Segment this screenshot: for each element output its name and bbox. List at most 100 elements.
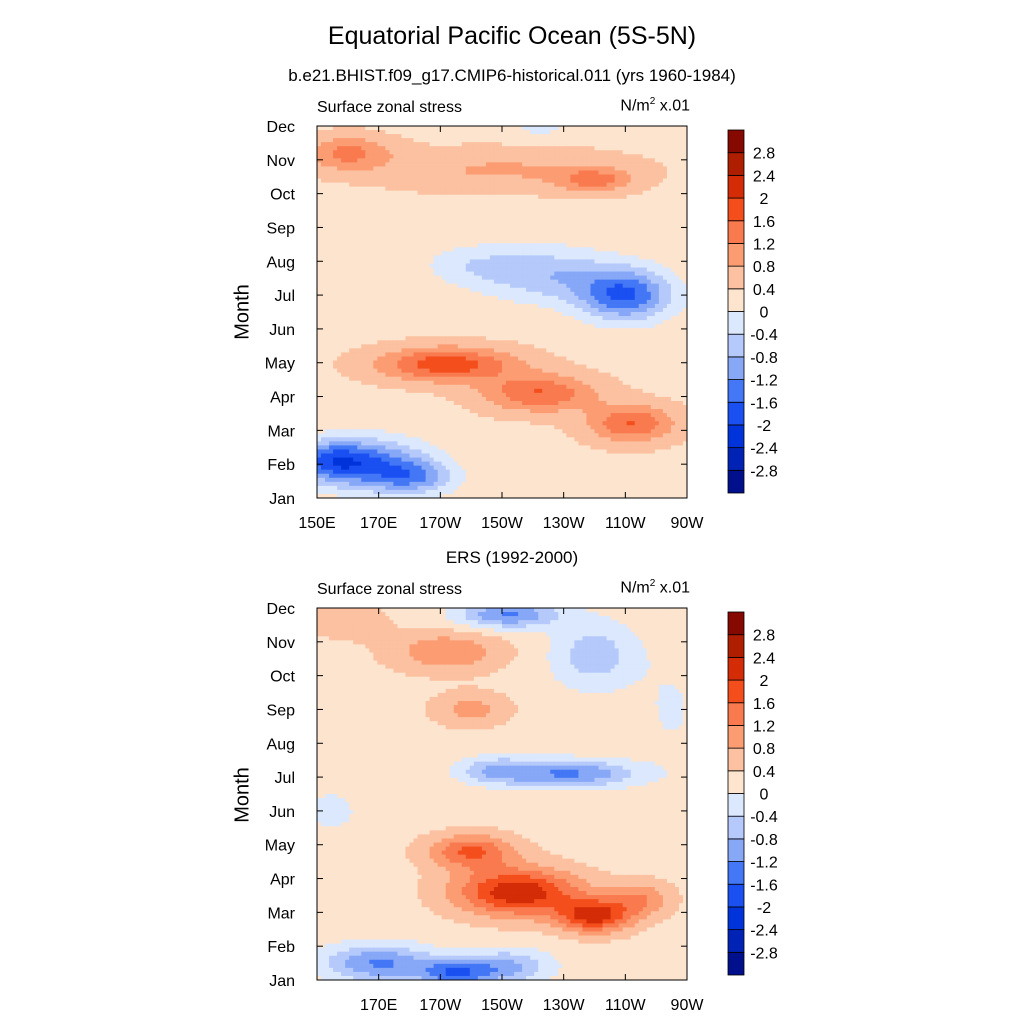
contour-cell xyxy=(361,344,366,349)
contour-cell xyxy=(425,247,431,252)
contour-cell xyxy=(333,328,338,333)
contour-cell xyxy=(353,134,358,139)
contour-cell xyxy=(469,235,475,240)
contour-cell xyxy=(586,166,592,172)
contour-cell xyxy=(558,214,563,220)
contour-cell xyxy=(630,336,636,341)
contour-cell xyxy=(654,126,660,131)
contour-cell xyxy=(678,267,684,273)
contour-cell xyxy=(349,316,354,321)
contour-cell xyxy=(341,312,346,317)
contour-cell xyxy=(526,247,531,252)
contour-cell xyxy=(614,174,620,180)
contour-cell xyxy=(638,291,644,297)
contour-cell xyxy=(530,126,535,131)
contour-cell xyxy=(602,202,608,208)
contour-cell xyxy=(333,271,338,277)
contour-cell xyxy=(578,320,584,325)
contour-cell xyxy=(429,194,435,200)
contour-cell xyxy=(341,190,346,196)
contour-cell xyxy=(345,178,350,184)
contour-cell xyxy=(542,279,547,285)
contour-cell xyxy=(670,134,676,139)
contour-cell xyxy=(662,299,668,305)
contour-cell xyxy=(397,247,403,252)
contour-cell xyxy=(538,307,543,313)
contour-cell xyxy=(461,219,467,224)
contour-cell xyxy=(590,134,596,139)
contour-cell xyxy=(489,279,495,285)
contour-cell xyxy=(381,162,386,168)
contour-cell xyxy=(409,194,415,200)
contour-cell xyxy=(465,198,471,204)
contour-cell xyxy=(626,190,632,196)
contour-cell xyxy=(325,158,330,163)
contour-cell xyxy=(481,182,487,188)
contour-cell xyxy=(341,247,346,252)
contour-cell xyxy=(602,328,608,333)
contour-cell xyxy=(642,158,648,163)
contour-cell xyxy=(409,198,415,204)
contour-cell xyxy=(590,231,596,236)
contour-cell xyxy=(345,150,350,155)
contour-cell xyxy=(437,316,443,321)
contour-cell xyxy=(469,154,475,159)
contour-cell xyxy=(469,194,475,200)
contour-cell xyxy=(457,328,463,333)
contour-cell xyxy=(634,194,640,200)
contour-cell xyxy=(381,138,386,143)
contour-cell xyxy=(477,206,483,212)
contour-cell xyxy=(650,303,656,309)
contour-cell xyxy=(337,174,342,180)
contour-cell xyxy=(502,210,507,216)
contour-cell xyxy=(558,328,563,333)
contour-cell xyxy=(329,146,334,151)
contour-cell xyxy=(401,198,407,204)
contour-cell xyxy=(437,243,443,248)
contour-cell xyxy=(574,206,580,212)
contour-cell xyxy=(526,219,531,224)
contour-cell xyxy=(385,267,390,273)
contour-cell xyxy=(429,324,435,329)
contour-cell xyxy=(578,255,584,261)
contour-cell xyxy=(477,182,483,188)
contour-cell xyxy=(353,194,358,200)
contour-cell xyxy=(530,130,535,135)
contour-cell xyxy=(618,316,624,321)
contour-cell xyxy=(497,267,503,273)
contour-cell xyxy=(429,247,435,252)
contour-cell xyxy=(682,146,687,151)
contour-cell xyxy=(634,190,640,196)
contour-cell xyxy=(570,142,575,147)
contour-cell xyxy=(429,138,435,143)
contour-cell xyxy=(373,312,378,317)
contour-cell xyxy=(654,316,660,321)
contour-cell xyxy=(626,271,632,277)
contour-cell xyxy=(397,198,403,204)
contour-cell xyxy=(425,332,431,337)
contour-cell xyxy=(610,307,616,313)
contour-cell xyxy=(445,336,451,341)
contour-cell xyxy=(449,178,455,184)
contour-cell xyxy=(461,198,467,204)
contour-cell xyxy=(417,316,423,321)
contour-cell xyxy=(682,328,687,333)
contour-cell xyxy=(570,202,575,208)
contour-cell xyxy=(670,332,676,337)
contour-cell xyxy=(441,227,447,232)
contour-cell xyxy=(377,336,382,341)
contour-cell xyxy=(437,219,443,224)
contour-cell xyxy=(429,299,435,305)
contour-cell xyxy=(678,202,684,208)
contour-cell xyxy=(542,340,547,345)
contour-cell xyxy=(373,299,378,305)
contour-cell xyxy=(353,267,358,273)
contour-cell xyxy=(618,158,624,163)
contour-cell xyxy=(514,170,519,176)
contour-cell xyxy=(433,219,439,224)
contour-cell xyxy=(465,275,471,281)
contour-cell xyxy=(461,138,467,143)
contour-cell xyxy=(401,320,407,325)
contour-cell xyxy=(666,255,672,261)
contour-cell xyxy=(554,259,559,265)
